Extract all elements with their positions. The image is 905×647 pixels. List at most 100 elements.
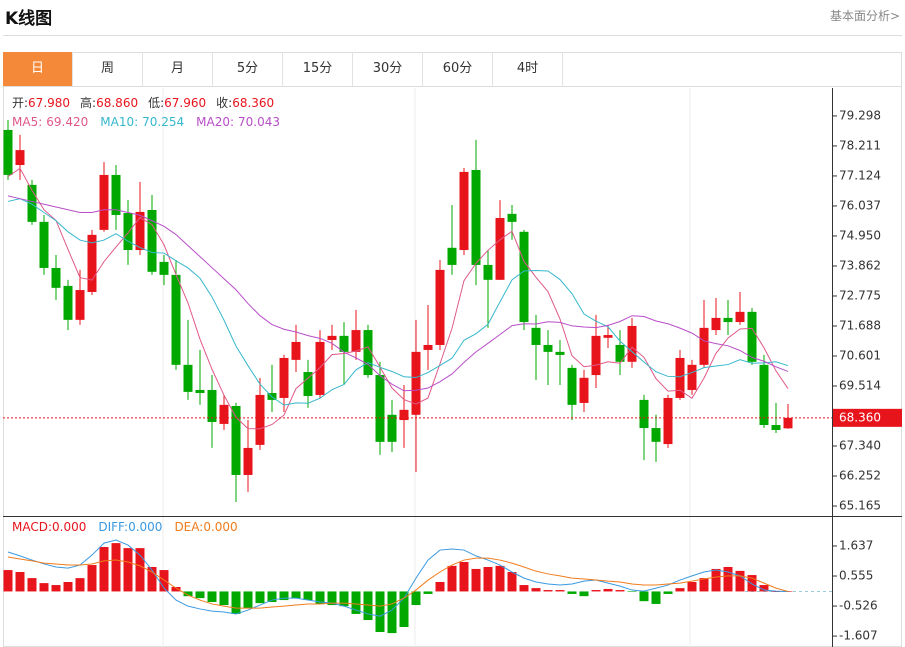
macd-bar bbox=[423, 591, 433, 594]
macd-bar bbox=[3, 570, 13, 592]
indicator-line bbox=[7, 167, 789, 430]
macd-bar bbox=[663, 591, 673, 594]
y-tick-label: 79.298 bbox=[839, 108, 881, 122]
y-tick-label: 70.601 bbox=[839, 348, 881, 362]
candle-body bbox=[27, 184, 37, 222]
candle-body bbox=[711, 317, 721, 331]
indicator-line bbox=[7, 195, 789, 392]
last-price-label: 68.360 bbox=[839, 410, 881, 424]
macd-bar bbox=[87, 565, 97, 592]
macd-bar bbox=[219, 591, 229, 606]
macd-bar bbox=[603, 588, 613, 592]
candle-body bbox=[615, 344, 625, 362]
fundamental-link[interactable]: 基本面分析> bbox=[829, 9, 900, 23]
candle-body bbox=[423, 344, 433, 350]
macd-bar bbox=[327, 591, 337, 606]
legend-label: MA10: bbox=[100, 115, 138, 129]
candle-body bbox=[591, 335, 601, 376]
legend-label: DIFF: bbox=[98, 520, 128, 534]
macd-bar bbox=[243, 591, 253, 609]
macd-bar bbox=[555, 590, 565, 592]
y-tick-label: -0.526 bbox=[839, 599, 878, 613]
period-tab[interactable]: 15分 bbox=[283, 52, 353, 86]
macd-bar bbox=[687, 582, 697, 592]
candle-body bbox=[363, 330, 373, 376]
candle-body bbox=[315, 341, 325, 395]
period-tab[interactable]: 5分 bbox=[213, 52, 283, 86]
ohlc-info: 开:67.980 高:68.860 低:67.960 收:68.360 bbox=[12, 95, 274, 110]
candle-body bbox=[15, 150, 25, 166]
period-tab[interactable]: 30分 bbox=[353, 52, 423, 86]
candle-body bbox=[339, 335, 349, 352]
macd-bar bbox=[339, 591, 349, 607]
macd-bar bbox=[303, 591, 313, 601]
candle-body bbox=[255, 394, 265, 445]
period-tab[interactable]: 周 bbox=[73, 52, 143, 86]
candle-body bbox=[447, 247, 457, 265]
macd-bar bbox=[51, 585, 61, 592]
macd-bar bbox=[651, 591, 661, 604]
macd-bar bbox=[39, 583, 49, 592]
macd-bar bbox=[99, 547, 109, 592]
candle-body bbox=[123, 213, 133, 251]
macd-bar bbox=[567, 591, 577, 594]
macd-bar bbox=[27, 578, 37, 592]
legend-label: MACD: bbox=[12, 520, 52, 534]
candle-body bbox=[495, 218, 505, 280]
legend-value: 0.000 bbox=[203, 520, 237, 534]
macd-bar bbox=[531, 588, 541, 592]
candle-body bbox=[99, 174, 109, 230]
candle-body bbox=[567, 367, 577, 405]
legend: MACD:0.000 DIFF:0.000 DEA:0.000 bbox=[12, 520, 238, 534]
y-tick-label: 73.862 bbox=[839, 258, 881, 272]
candle-body bbox=[627, 325, 637, 362]
period-tab[interactable]: 60分 bbox=[423, 52, 493, 86]
macd-bar bbox=[771, 591, 781, 592]
macd-bar bbox=[231, 591, 241, 614]
candle-body bbox=[735, 311, 745, 323]
candle-body bbox=[399, 409, 409, 421]
candle-body bbox=[291, 341, 301, 360]
info-label: 低: bbox=[148, 96, 164, 110]
info-value: 67.960 bbox=[164, 96, 206, 110]
legend-value: 0.000 bbox=[128, 520, 162, 534]
period-tab[interactable]: 月 bbox=[143, 52, 213, 86]
candle-body bbox=[75, 290, 85, 320]
macd-bar bbox=[591, 590, 601, 592]
candle-body bbox=[435, 269, 445, 345]
macd-bar bbox=[675, 588, 685, 592]
macd-bar bbox=[63, 582, 73, 592]
macd-bar bbox=[111, 543, 121, 592]
macd-bar bbox=[279, 591, 289, 601]
period-tab[interactable]: 4时 bbox=[493, 52, 563, 86]
macd-bar bbox=[195, 591, 205, 599]
macd-bar bbox=[351, 591, 361, 614]
candle-body bbox=[63, 285, 73, 320]
y-tick-label: 78.211 bbox=[839, 138, 881, 152]
candle-body bbox=[507, 213, 517, 222]
candle-body bbox=[207, 389, 217, 422]
macd-bar bbox=[399, 591, 409, 627]
indicator-line bbox=[7, 539, 789, 617]
candle-body bbox=[327, 335, 337, 341]
y-tick-label: 72.775 bbox=[839, 288, 881, 302]
candle-body bbox=[675, 357, 685, 398]
macd-bar bbox=[159, 570, 169, 592]
macd-bar bbox=[291, 591, 301, 599]
header-rule bbox=[3, 35, 902, 36]
candle-body bbox=[183, 364, 193, 392]
macd-bar bbox=[639, 591, 649, 602]
info-label: 收: bbox=[216, 96, 232, 110]
macd-bar bbox=[723, 567, 733, 592]
y-tick-label: 1.637 bbox=[839, 538, 873, 552]
macd-bar bbox=[747, 575, 757, 592]
macd-bar bbox=[123, 548, 133, 592]
candle-body bbox=[723, 317, 733, 323]
macd-bar bbox=[375, 591, 385, 632]
y-tick-label: 76.037 bbox=[839, 198, 881, 212]
candle-body bbox=[519, 231, 529, 323]
macd-bar bbox=[183, 591, 193, 597]
period-tab[interactable]: 日 bbox=[3, 52, 73, 86]
macd-bar bbox=[135, 548, 145, 592]
candle-body bbox=[231, 405, 241, 475]
